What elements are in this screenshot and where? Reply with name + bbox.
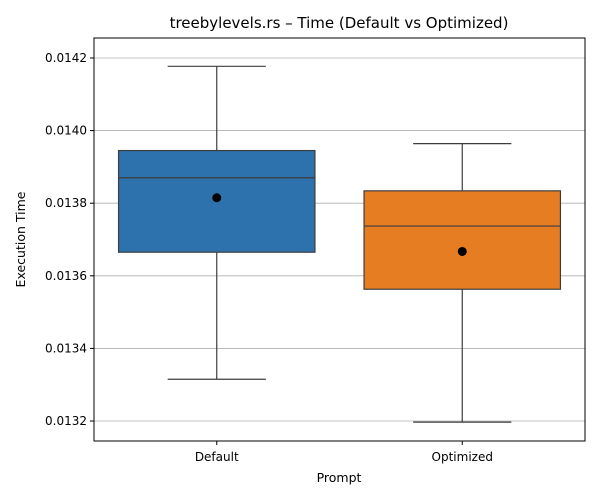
iqr-box <box>363 190 562 290</box>
y-tick-label: 0.0136 <box>45 269 87 283</box>
mean-marker <box>212 193 222 203</box>
x-tick-label: Optimized <box>432 450 493 464</box>
y-axis-label: Execution Time <box>13 191 28 287</box>
mean-marker <box>457 246 467 256</box>
y-tick-label: 0.0142 <box>45 51 87 65</box>
y-tick-label: 0.0140 <box>45 124 87 138</box>
box-optimized <box>363 143 562 423</box>
y-axis-ticks: 0.0132 0.0134 0.0136 0.0138 0.0140 0.0142 <box>45 51 94 428</box>
plot-frame <box>93 37 586 442</box>
y-tick-label: 0.0134 <box>45 341 87 355</box>
boxes <box>117 65 562 423</box>
x-tick-label: Default <box>195 450 239 464</box>
y-tick-label: 0.0138 <box>45 196 87 210</box>
x-axis-label: Prompt <box>317 470 362 485</box>
chart-title: treebylevels.rs – Time (Default vs Optim… <box>170 14 509 32</box>
x-axis-ticks: Default Optimized <box>195 441 493 464</box>
y-tick-label: 0.0132 <box>45 414 87 428</box>
box-default <box>117 65 316 380</box>
